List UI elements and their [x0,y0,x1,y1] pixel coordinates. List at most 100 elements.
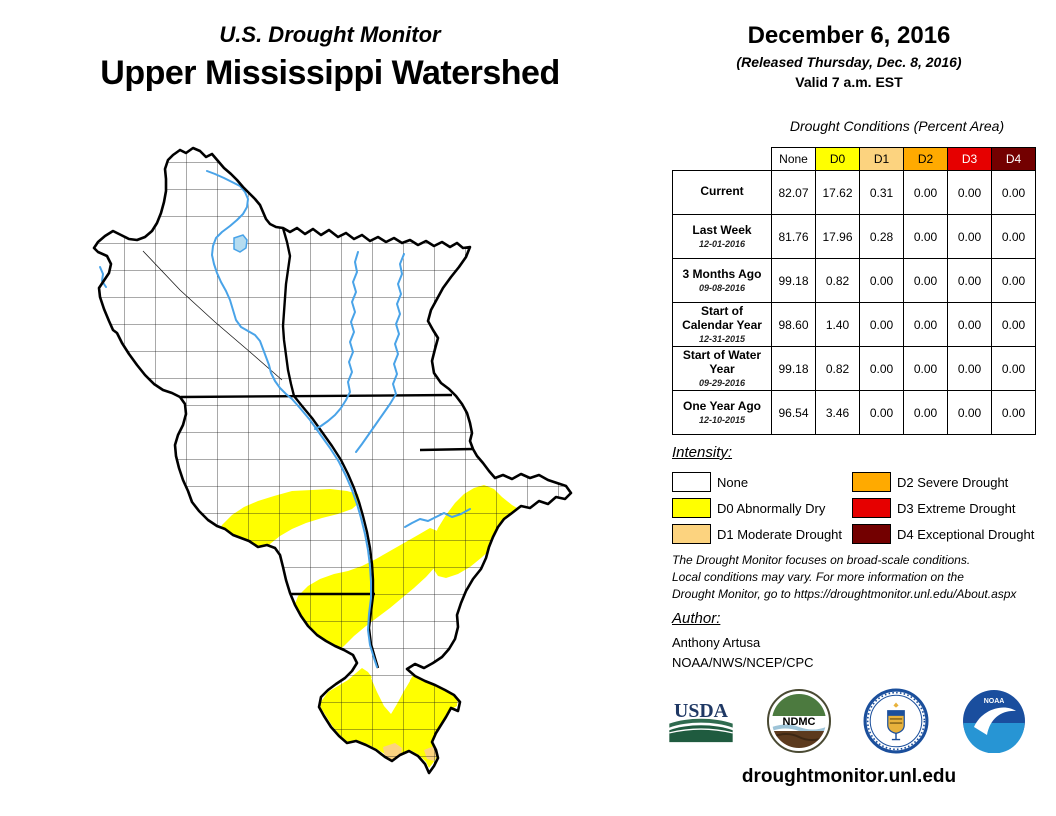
cell-value: 0.00 [859,390,904,435]
col-header-none: None [771,147,816,171]
cell-value: 1.40 [815,302,860,347]
author-name: Anthony Artusa [672,635,761,650]
valid-time: Valid 7 a.m. EST [795,74,903,90]
drought-conditions-table: None D0 D1 D2 D3 D4 Current 82.07 17.62 … [672,147,1036,435]
usda-logo-text: USDA [674,700,729,722]
row-label-3-months-ago: 3 Months Ago 09-08-2016 [672,258,772,303]
none-swatch [672,472,711,492]
author-block: Author: Anthony Artusa NOAA/NWS/NCEP/CPC [672,610,1026,670]
legend-item-d0: D0 Abnormally Dry [672,495,852,521]
table-row: Current 82.07 17.62 0.31 0.00 0.00 0.00 [672,170,1036,215]
rock-river [404,508,471,528]
site-url[interactable]: droughtmonitor.unl.edu [741,766,957,787]
cell-value: 0.00 [859,258,904,303]
region-title: Upper Mississippi Watershed [100,54,560,92]
cell-value: 0.00 [859,346,904,391]
cell-value: 0.00 [947,214,992,259]
stateline-mn-ia [180,393,453,399]
lake [233,234,248,253]
cell-value: 0.00 [991,346,1036,391]
col-header-d4: D4 [991,147,1036,171]
row-date: 09-08-2016 [698,282,746,293]
doc-seal [863,688,929,754]
ndmc-logo: NDMC [766,689,831,753]
intensity-legend: Intensity: None D0 Abnormally Dry D1 Mod… [672,444,1056,547]
row-date: 12-01-2016 [698,238,746,249]
row-label-text: Start of Water Year [682,348,762,376]
row-label-last-week: Last Week 12-01-2016 [672,214,772,259]
row-label-one-year-ago: One Year Ago 12-10-2015 [672,390,772,435]
cell-value: 0.00 [991,170,1036,215]
cell-value: 81.76 [771,214,816,259]
d2-swatch [852,472,891,492]
row-label-text: 3 Months Ago [682,266,762,281]
ndmc-logo-text: NDMC [782,716,815,728]
cell-value: 0.00 [903,390,948,435]
program-title: U.S. Drought Monitor [219,22,441,47]
cell-value: 0.00 [991,214,1036,259]
legend-item-d2: D2 Severe Drought [852,469,1056,495]
d4-swatch [852,524,891,544]
mississippi-river [206,170,378,668]
row-label-start-calendar-year: Start of Calendar Year 12-31-2015 [672,302,772,347]
disclaimer-line: The Drought Monitor focuses on broad-sca… [672,553,971,567]
northwest-brook [99,266,107,288]
cell-value: 0.00 [947,390,992,435]
cell-value: 96.54 [771,390,816,435]
map-title-block: U.S. Drought Monitor Upper Mississippi W… [20,22,640,93]
minnesota-river-line [142,250,283,381]
legend-label: D0 Abnormally Dry [717,500,826,516]
legend-label: D2 Severe Drought [897,474,1009,490]
row-label-current: Current [672,170,772,215]
cell-value: 99.18 [771,258,816,303]
row-label-text: Start of Calendar Year [682,304,762,332]
disclaimer-line: Drought Monitor, go to https://droughtmo… [672,586,1017,601]
wisconsin-river [355,253,405,453]
legend-heading: Intensity: [672,444,733,461]
stateline-wi-il [419,447,474,452]
row-date: 12-10-2015 [698,414,746,425]
cell-value: 0.00 [991,390,1036,435]
cell-value: 0.31 [859,170,904,215]
table-corner-blank [672,147,772,171]
table-title: Drought Conditions (Percent Area) [789,118,1005,134]
agency-logos: USDA NDMC NOAA [668,688,1026,754]
disclaimer-line: Local conditions may vary. For more info… [672,569,964,584]
row-label-text: One Year Ago [682,398,762,413]
cell-value: 0.82 [815,258,860,303]
cell-value: 0.00 [991,302,1036,347]
cell-value: 98.60 [771,302,816,347]
row-label-start-water-year: Start of Water Year 09-29-2016 [672,346,772,391]
d3-swatch [852,498,891,518]
d1-swatch [672,524,711,544]
stateline-mississippi-corridor [281,227,380,669]
col-header-d3: D3 [947,147,992,171]
col-header-d2: D2 [903,147,948,171]
legend-item-d4: D4 Exceptional Drought [852,521,1056,547]
row-date: 12-31-2015 [698,333,746,344]
watershed-outline [92,146,573,775]
cell-value: 0.00 [947,346,992,391]
col-header-d1: D1 [859,147,904,171]
cell-value: 0.00 [903,258,948,303]
row-label-text: Current [700,184,744,199]
legend-label: D1 Moderate Drought [717,526,843,542]
cell-value: 0.00 [859,302,904,347]
cell-value: 0.00 [903,214,948,259]
cell-value: 0.00 [947,302,992,347]
cell-value: 0.00 [903,170,948,215]
cell-value: 0.00 [947,170,992,215]
row-label-text: Last Week [692,222,752,237]
table-row: Start of Water Year 09-29-2016 99.18 0.82… [672,346,1036,391]
cell-value: 82.07 [771,170,816,215]
date-block: December 6, 2016 (Released Thursday, Dec… [672,22,1026,90]
cell-value: 17.62 [815,170,860,215]
author-org: NOAA/NWS/NCEP/CPC [672,655,814,670]
legend-item-none: None [672,469,852,495]
cell-value: 99.18 [771,346,816,391]
disclaimer-text: The Drought Monitor focuses on broad-sca… [672,552,1056,602]
table-row: 3 Months Ago 09-08-2016 99.18 0.82 0.00 0… [672,258,1036,303]
legend-label: None [717,474,749,490]
legend-item-d1: D1 Moderate Drought [672,521,852,547]
